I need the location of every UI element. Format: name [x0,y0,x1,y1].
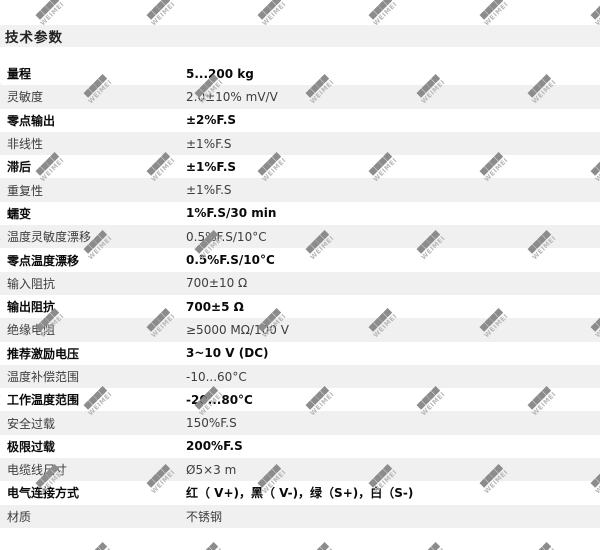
spec-label: 材质 [7,509,32,524]
spec-row: 电缆线尺寸 Ø5×3 m [0,458,600,482]
spec-row: 绝缘电阻 ≥5000 MΩ/100 V [0,318,600,342]
spec-value: 0.5%F.S/10°C [186,229,267,244]
spec-value: 3~10 V (DC) [186,346,269,361]
watermark-blocks: ◼◼◼◼ [303,541,330,550]
section-title: 技术参数 [0,25,600,47]
spec-value: ±2%F.S [186,113,237,128]
spec-row: 工作温度范围 -20...80°C [0,388,600,412]
watermark-text: WEIMEI [260,0,288,28]
spec-label: 蠕变 [7,206,32,221]
brand-watermark-icon: ◼◼◼◼ WEIMEI [73,536,121,550]
spec-row: 输出阻抗 700±5 Ω [0,294,600,319]
spec-row: 重复性 ±1%F.S [0,178,600,202]
watermark-blocks: ◼◼◼◼ [414,541,441,550]
spec-value: 200%F.S [186,439,243,454]
spec-label: 绝缘电阻 [7,323,56,338]
spec-row: 量程 5...200 kg [0,62,600,86]
spec-label: 温度补偿范围 [7,370,80,384]
brand-watermark-icon: ◼◼◼◼ WEIMEI [517,536,565,550]
watermark-blocks: ◼◼◼◼ [255,0,283,23]
spec-row: 滞后 ±1%F.S [0,155,600,179]
spec-label: 电缆线尺寸 [7,463,68,478]
spec-label: 零点温度漂移 [7,253,80,268]
brand-watermark-icon: ◼◼◼◼ WEIMEI [406,536,454,550]
spec-value: 150%F.S [186,416,237,431]
spec-value: 红（ V+)，黑（ V-)，绿（S+)，白（S-) [186,486,414,501]
spec-value: 5...200 kg [186,66,254,81]
spec-row: 输入阻抗 700±10 Ω [0,271,600,295]
spec-label: 安全过载 [7,416,56,431]
watermark-text: WEIMEI [593,0,600,28]
spec-value: Ø5×3 m [186,462,237,477]
watermark-blocks: ◼◼◼◼ [588,0,600,23]
spec-label: 输入阻抗 [7,276,56,291]
spec-row: 电气连接方式 红（ V+)，黑（ V-)，绿（S+)，白（S-) [0,481,600,505]
spec-label: 工作温度范围 [7,393,80,408]
spec-row: 材质 不锈钢 [0,504,600,528]
spec-row: 温度补偿范围 -10...60°C [0,364,600,389]
spec-row: 温度灵敏度漂移 0.5%F.S/10°C [0,225,600,249]
brand-watermark-icon: ◼◼◼◼ WEIMEI [295,536,343,550]
watermark-blocks: ◼◼◼◼ [33,0,61,23]
spec-value: 700±5 Ω [186,299,244,314]
spec-row: 极限过载 200%F.S [0,434,600,459]
spec-row: 蠕变 1%F.S/30 min [0,201,600,226]
spec-label: 非线性 [7,137,44,152]
spec-label: 量程 [7,67,32,82]
spec-label: 温度灵敏度漂移 [7,230,92,245]
watermark-blocks: ◼◼◼◼ [192,541,219,550]
spec-label: 极限过载 [7,439,56,454]
spec-label: 重复性 [7,183,44,198]
spec-table: 量程 5...200 kg 灵敏度 2.0±10% mV/V 零点输出 ±2%F… [0,62,600,528]
spec-value: 0.5%F.S/10°C [186,253,275,268]
watermark-blocks: ◼◼◼◼ [144,0,172,23]
spec-label: 滞后 [7,160,32,175]
spec-row: 非线性 ±1%F.S [0,131,600,156]
spec-row: 零点温度漂移 0.5%F.S/10°C [0,248,600,272]
spec-value: 2.0±10% mV/V [186,89,278,104]
watermark-blocks: ◼◼◼◼ [477,0,505,23]
watermark-text: WEIMEI [149,0,177,28]
watermark-blocks: ◼◼◼◼ [366,0,394,23]
spec-value: -10...60°C [186,369,247,384]
spec-value: ±1%F.S [186,183,232,198]
spec-label: 电气连接方式 [7,486,80,501]
spec-value: 700±10 Ω [186,276,248,291]
spec-value: ±1%F.S [186,159,237,174]
spec-row: 推荐激励电压 3~10 V (DC) [0,341,600,365]
watermark-blocks: ◼◼◼◼ [81,541,108,550]
spec-label: 输出阻抗 [7,300,56,315]
spec-label: 推荐激励电压 [7,346,80,361]
watermark-text: WEIMEI [38,0,66,28]
spec-value: 不锈钢 [186,509,223,524]
spec-label: 零点输出 [7,113,56,128]
spec-row: 安全过载 150%F.S [0,411,600,435]
spec-label: 灵敏度 [7,90,44,105]
spec-value: ±1%F.S [186,136,232,151]
watermark-text: WEIMEI [371,0,399,28]
spec-value: ≥5000 MΩ/100 V [186,322,289,337]
brand-watermark-icon: ◼◼◼◼ WEIMEI [0,536,10,550]
spec-value: -20...80°C [186,392,253,407]
spec-row: 灵敏度 2.0±10% mV/V [0,85,600,109]
spec-value: 1%F.S/30 min [186,206,277,221]
watermark-text: WEIMEI [482,0,510,28]
spec-row: 零点输出 ±2%F.S [0,108,600,132]
brand-watermark-icon: ◼◼◼◼ WEIMEI [184,536,232,550]
watermark-blocks: ◼◼◼◼ [525,541,552,550]
